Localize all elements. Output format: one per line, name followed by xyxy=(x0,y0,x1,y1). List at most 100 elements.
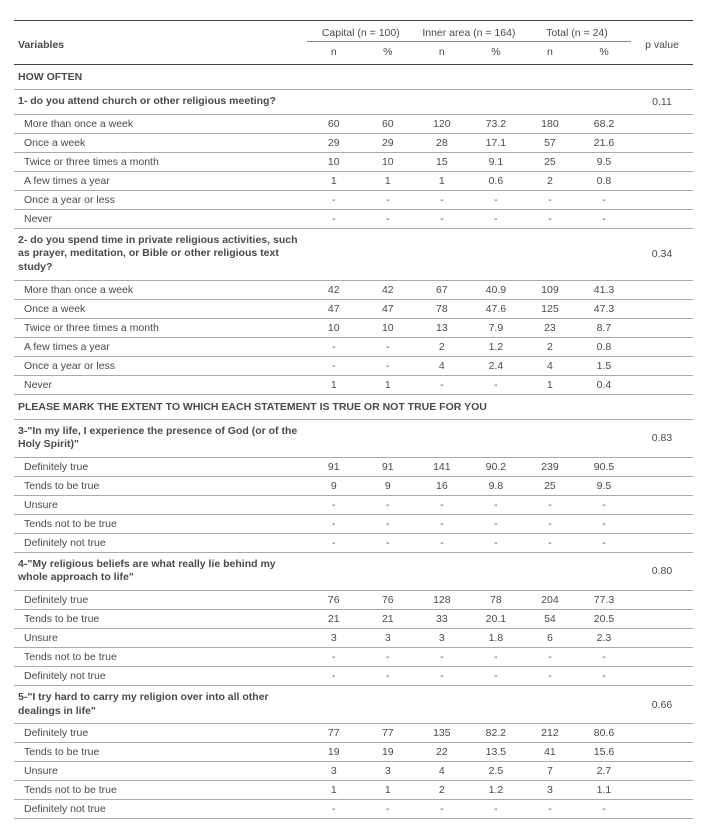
row-label: Once a week xyxy=(14,299,307,318)
data-cell: - xyxy=(415,648,469,667)
data-cell: 47.6 xyxy=(469,299,523,318)
data-cell: - xyxy=(523,800,577,819)
empty-cell xyxy=(631,356,693,375)
data-cell: 9 xyxy=(307,476,361,495)
empty-cell xyxy=(469,228,523,280)
section-title: PLEASE MARK THE EXTENT TO WHICH EACH STA… xyxy=(14,394,693,419)
table-row: Definitely not true------ xyxy=(14,667,693,686)
empty-cell xyxy=(307,90,361,115)
data-cell: - xyxy=(523,533,577,552)
p-value: 0.80 xyxy=(631,552,693,590)
header-sub-n: n xyxy=(415,42,469,65)
empty-cell xyxy=(469,552,523,590)
row-label: A few times a year xyxy=(14,171,307,190)
empty-cell xyxy=(631,591,693,610)
row-label: Tends to be true xyxy=(14,610,307,629)
header-sub-pct: % xyxy=(361,42,415,65)
data-cell: 42 xyxy=(307,280,361,299)
data-cell: - xyxy=(361,337,415,356)
data-cell: - xyxy=(415,800,469,819)
table-row: Tends not to be true------ xyxy=(14,514,693,533)
empty-cell xyxy=(523,90,577,115)
data-cell: - xyxy=(361,514,415,533)
data-cell: 1 xyxy=(361,375,415,394)
data-cell: 9.5 xyxy=(577,152,631,171)
data-cell: - xyxy=(577,667,631,686)
row-label: Tends not to be true xyxy=(14,648,307,667)
data-cell: 19 xyxy=(307,743,361,762)
table-body: HOW OFTEN1- do you attend church or othe… xyxy=(14,65,693,819)
table-row: Definitely not true------ xyxy=(14,800,693,819)
row-label: Never xyxy=(14,375,307,394)
table-row: Tends to be true19192213.54115.6 xyxy=(14,743,693,762)
table-row: Definitely true76761287820477.3 xyxy=(14,591,693,610)
data-cell: 19 xyxy=(361,743,415,762)
empty-cell xyxy=(469,419,523,457)
data-cell: 7 xyxy=(523,762,577,781)
table-row: Unsure3342.572.7 xyxy=(14,762,693,781)
data-cell: 120 xyxy=(415,114,469,133)
empty-cell xyxy=(631,629,693,648)
data-cell: 82.2 xyxy=(469,724,523,743)
data-cell: - xyxy=(307,514,361,533)
header-sub-n: n xyxy=(307,42,361,65)
data-cell: 60 xyxy=(307,114,361,133)
empty-cell xyxy=(577,90,631,115)
data-cell: 2 xyxy=(415,337,469,356)
data-cell: 1.5 xyxy=(577,356,631,375)
data-cell: 76 xyxy=(307,591,361,610)
empty-cell xyxy=(631,337,693,356)
table-row: Never11--10.4 xyxy=(14,375,693,394)
empty-cell xyxy=(415,686,469,724)
header-group-inner: Inner area (n = 164) xyxy=(415,21,523,42)
data-cell: 3 xyxy=(523,781,577,800)
empty-cell xyxy=(361,228,415,280)
data-cell: - xyxy=(523,209,577,228)
data-cell: - xyxy=(469,375,523,394)
data-cell: - xyxy=(307,667,361,686)
table-row: Tends to be true21213320.15420.5 xyxy=(14,610,693,629)
empty-cell xyxy=(523,686,577,724)
data-cell: - xyxy=(523,667,577,686)
table-row: Never------ xyxy=(14,209,693,228)
data-cell: - xyxy=(307,190,361,209)
data-cell: 60 xyxy=(361,114,415,133)
data-cell: - xyxy=(361,648,415,667)
empty-cell xyxy=(307,686,361,724)
data-cell: - xyxy=(577,648,631,667)
data-cell: 3 xyxy=(415,629,469,648)
data-cell: 239 xyxy=(523,457,577,476)
data-cell: 77 xyxy=(361,724,415,743)
data-cell: 10 xyxy=(307,318,361,337)
table-row: Tends not to be true------ xyxy=(14,648,693,667)
header-pvalue: p value xyxy=(631,21,693,65)
header-variables: Variables xyxy=(14,21,307,65)
data-cell: 1.1 xyxy=(577,781,631,800)
data-cell: 78 xyxy=(415,299,469,318)
data-cell: - xyxy=(415,375,469,394)
data-cell: 29 xyxy=(307,133,361,152)
row-label: Definitely not true xyxy=(14,800,307,819)
data-cell: 47.3 xyxy=(577,299,631,318)
data-cell: 15.6 xyxy=(577,743,631,762)
data-cell: - xyxy=(307,800,361,819)
data-cell: - xyxy=(523,495,577,514)
empty-cell xyxy=(631,781,693,800)
data-cell: 2 xyxy=(415,781,469,800)
table-row: Once a week47477847.612547.3 xyxy=(14,299,693,318)
question-label: 3-"In my life, I experience the presence… xyxy=(14,419,307,457)
data-cell: 2.4 xyxy=(469,356,523,375)
empty-cell xyxy=(631,280,693,299)
data-cell: 1.8 xyxy=(469,629,523,648)
data-cell: 2 xyxy=(523,337,577,356)
data-cell: 25 xyxy=(523,152,577,171)
question-label: 5-"I try hard to carry my religion over … xyxy=(14,686,307,724)
data-cell: 67 xyxy=(415,280,469,299)
data-cell: 57 xyxy=(523,133,577,152)
row-label: Tends not to be true xyxy=(14,514,307,533)
data-cell: 29 xyxy=(361,133,415,152)
empty-cell xyxy=(577,686,631,724)
data-cell: 1 xyxy=(307,171,361,190)
empty-cell xyxy=(631,514,693,533)
section-title: HOW OFTEN xyxy=(14,65,693,90)
